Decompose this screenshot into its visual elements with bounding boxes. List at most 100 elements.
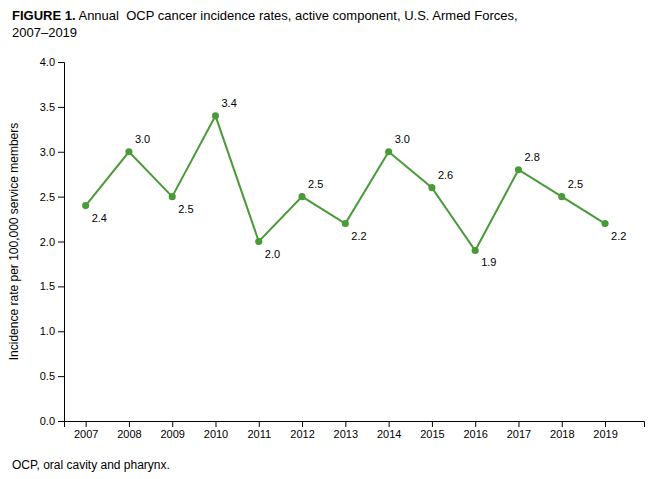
- x-tick: 2017: [507, 421, 531, 440]
- y-tick-label: 3.5: [40, 101, 55, 113]
- x-tick-mark: [172, 421, 173, 427]
- marker: [125, 148, 132, 155]
- marker: [601, 220, 608, 227]
- y-tick-mark: [58, 197, 64, 198]
- x-tick: 2018: [550, 421, 574, 440]
- marker: [212, 112, 219, 119]
- caption: OCP, oral cavity and pharynx.: [12, 458, 170, 472]
- x-tick-label: 2015: [420, 428, 444, 440]
- y-tick: 2.5: [40, 191, 64, 203]
- x-axis-line: [65, 422, 645, 428]
- y-tick-label: 0.5: [40, 370, 55, 382]
- marker: [385, 148, 392, 155]
- y-tick: 3.0: [40, 146, 64, 158]
- y-tick-label: 2.5: [40, 191, 55, 203]
- x-tick-label: 2007: [74, 428, 98, 440]
- x-tick-mark: [259, 421, 260, 427]
- y-tick-mark: [58, 152, 64, 153]
- data-label: 3.4: [221, 97, 236, 109]
- title: FIGURE 1. Annual OCP cancer incidence ra…: [12, 8, 518, 40]
- x-tick-mark: [605, 421, 606, 427]
- x-tick: 2007: [74, 421, 98, 440]
- x-tick-label: 2008: [117, 428, 141, 440]
- y-tick: 3.5: [40, 101, 64, 113]
- x-tick-label: 2018: [550, 428, 574, 440]
- y-tick: 1.0: [40, 325, 64, 337]
- x-tick: 2008: [117, 421, 141, 440]
- y-tick-mark: [58, 376, 64, 377]
- marker: [82, 202, 89, 209]
- x-tick-mark: [389, 421, 390, 427]
- x-tick: 2019: [593, 421, 617, 440]
- x-tick: 2010: [204, 421, 228, 440]
- marker: [255, 238, 262, 245]
- marker: [342, 220, 349, 227]
- data-labels: 2.43.02.53.42.02.52.23.02.61.92.82.52.2: [92, 97, 627, 269]
- x-tick: 2012: [290, 421, 314, 440]
- x-tick-mark: [345, 421, 346, 427]
- data-label: 2.2: [351, 230, 366, 242]
- plot-area: [82, 112, 609, 254]
- chart: 2007 2008 2009 2010 2011 2012 2013 2014 2015 2016…: [0, 0, 664, 479]
- y-tick-mark: [58, 331, 64, 332]
- data-label: 2.2: [611, 230, 626, 242]
- y-tick-mark: [58, 107, 64, 108]
- data-label: 3.0: [135, 133, 150, 145]
- y-tick: 2.0: [40, 236, 64, 248]
- marker: [515, 166, 522, 173]
- x-tick-label: 2019: [593, 428, 617, 440]
- y-tick-mark: [58, 421, 64, 422]
- data-label: 2.8: [524, 151, 539, 163]
- y-axis-line: [58, 63, 65, 422]
- y-tick-label: 0.0: [40, 415, 55, 427]
- x-tick-mark: [129, 421, 130, 427]
- x-tick-label: 2011: [247, 428, 271, 440]
- x-tick: 2015: [420, 421, 444, 440]
- y-tick-mark: [58, 286, 64, 287]
- data-label: 2.5: [178, 203, 193, 215]
- x-tick-mark: [518, 421, 519, 427]
- y-tick-label: 4.0: [40, 56, 55, 68]
- y-tick: 1.5: [40, 280, 64, 292]
- x-tick-mark: [302, 421, 303, 427]
- data-label: 3.0: [395, 133, 410, 145]
- x-tick-label: 2017: [507, 428, 531, 440]
- line: [86, 116, 605, 251]
- y-tick: 4.0: [40, 56, 64, 68]
- data-label: 2.0: [265, 248, 280, 260]
- x-tick: 2014: [377, 421, 401, 440]
- x-tick-label: 2014: [377, 428, 401, 440]
- y-axis: 0.0 0.5 1.0 1.5 2.0 2.5 3.0 3.5 4.0: [40, 56, 65, 427]
- marker: [298, 193, 305, 200]
- x-tick: 2013: [334, 421, 358, 440]
- y-tick: 0.5: [40, 370, 64, 382]
- x-tick: 2011: [247, 421, 271, 440]
- y-tick-mark: [58, 242, 64, 243]
- data-label: 2.5: [308, 178, 323, 190]
- x-tick-label: 2012: [290, 428, 314, 440]
- y-tick-label: 1.0: [40, 325, 55, 337]
- x-tick-label: 2009: [160, 428, 184, 440]
- data-label: 1.9: [481, 256, 496, 268]
- x-tick-mark: [86, 421, 87, 427]
- y-axis-title: Incidence rate per 100,000 service membe…: [7, 123, 21, 360]
- x-tick-label: 2013: [334, 428, 358, 440]
- y-tick-label: 1.5: [40, 280, 55, 292]
- data-label: 2.4: [92, 212, 107, 224]
- x-tick-mark: [475, 421, 476, 427]
- data-label: 2.6: [438, 169, 453, 181]
- marker: [169, 193, 176, 200]
- y-tick-label: 2.0: [40, 236, 55, 248]
- y-tick-label: 3.0: [40, 146, 55, 158]
- y-tick: 0.0: [40, 415, 64, 427]
- y-tick-mark: [58, 62, 64, 63]
- x-tick-label: 2016: [463, 428, 487, 440]
- x-tick-mark: [562, 421, 563, 427]
- marker: [472, 247, 479, 254]
- x-tick-mark: [432, 421, 433, 427]
- x-tick: 2016: [463, 421, 487, 440]
- x-tick-mark: [215, 421, 216, 427]
- x-tick: 2009: [160, 421, 184, 440]
- marker: [558, 193, 565, 200]
- x-tick-label: 2010: [204, 428, 228, 440]
